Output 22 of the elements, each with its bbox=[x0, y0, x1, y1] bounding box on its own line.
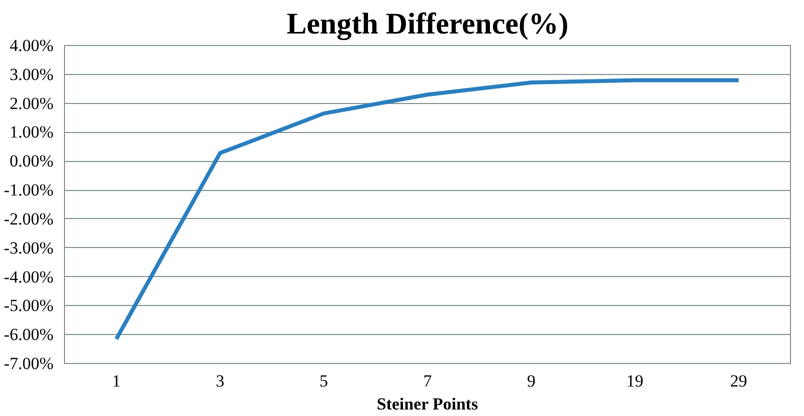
x-tick-label: 5 bbox=[320, 372, 328, 390]
x-tick-label: 9 bbox=[526, 372, 536, 390]
y-tick-label: 3.00% bbox=[10, 64, 54, 84]
y-tick-label: -2.00% bbox=[4, 209, 54, 228]
x-tick-label: 1 bbox=[112, 372, 121, 390]
y-tick-label: 1.00% bbox=[10, 122, 54, 142]
y-tick-label: -7.00% bbox=[4, 354, 54, 373]
x-tick-label: 7 bbox=[423, 372, 432, 390]
y-tick-label: -4.00% bbox=[4, 267, 54, 286]
line-series bbox=[114, 78, 741, 341]
y-tick-label: 4.00% bbox=[10, 36, 54, 55]
y-tick-label: 2.00% bbox=[10, 94, 54, 113]
y-tick-label: -6.00% bbox=[4, 325, 54, 344]
chart-title: Length Difference(%) bbox=[286, 8, 568, 40]
x-axis-title: Steiner Points bbox=[376, 394, 478, 414]
y-tick-label: -3.00% bbox=[4, 238, 54, 258]
x-tick-label: 19 bbox=[626, 372, 644, 390]
x-tick-label: 3 bbox=[216, 372, 224, 390]
y-tick-label: -1.00% bbox=[4, 180, 54, 200]
x-tick-label: 29 bbox=[730, 372, 748, 390]
y-tick-label: 0.00% bbox=[10, 152, 54, 171]
y-tick-label: -5.00% bbox=[4, 296, 54, 316]
